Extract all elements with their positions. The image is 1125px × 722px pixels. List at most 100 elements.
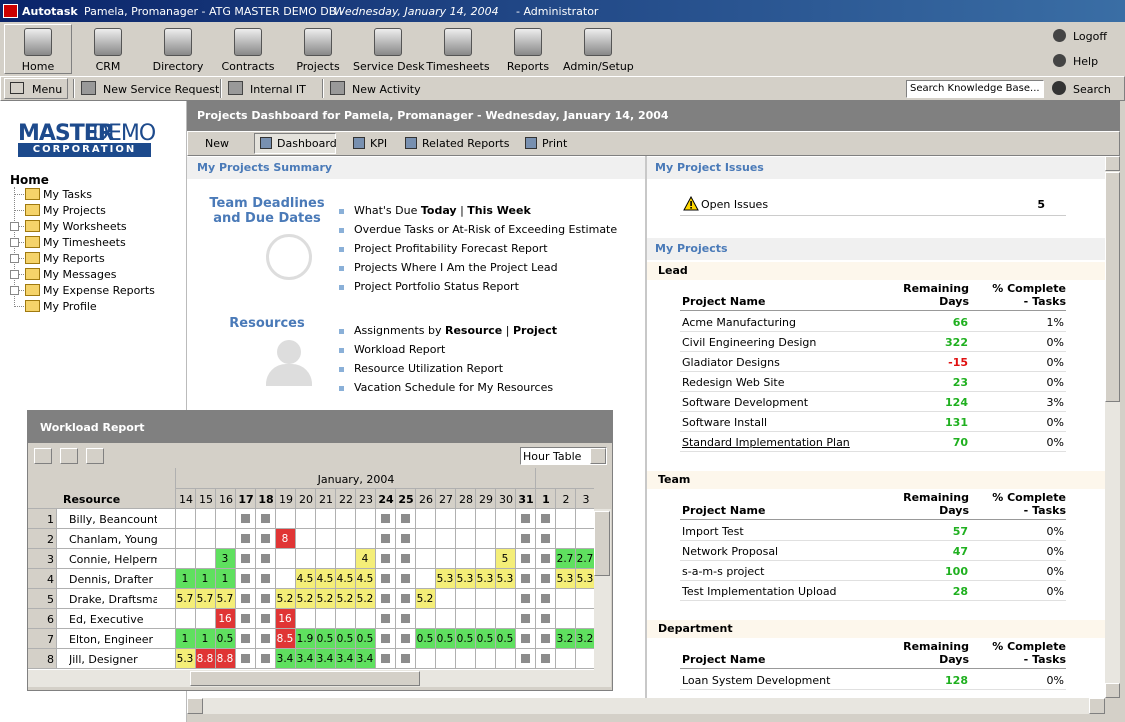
tree-item[interactable]: My Reports	[43, 252, 105, 265]
link-segment[interactable]: Projects Where I Am the Project Lead	[354, 261, 558, 274]
resource-name[interactable]: Elton, Engineer	[69, 633, 154, 646]
issues-label[interactable]: Open Issues	[701, 198, 769, 211]
menubar-item[interactable]: Internal IT	[250, 83, 306, 96]
tree-item[interactable]: My Worksheets	[43, 220, 127, 233]
link-segment[interactable]: Vacation Schedule for My Resources	[354, 381, 554, 394]
grid-hscroll-thumb[interactable]	[190, 671, 420, 686]
toolbar-label[interactable]: CRM	[95, 60, 121, 73]
tree-expander[interactable]	[10, 222, 19, 231]
tab[interactable]: KPI	[370, 137, 388, 150]
day-view-button[interactable]	[34, 448, 52, 464]
project-name[interactable]: Loan System Development	[682, 674, 831, 687]
summary-link[interactable]: Assignments by Resource | Project	[354, 324, 557, 337]
view-select[interactable]	[520, 447, 607, 465]
group-bar	[647, 471, 1105, 489]
tab[interactable]: Print	[542, 137, 568, 150]
tree-item[interactable]: My Messages	[43, 268, 117, 281]
toolbar-label[interactable]: Reports	[506, 60, 550, 73]
horizontal-scrollbar[interactable]	[187, 698, 1105, 714]
project-name[interactable]: Acme Manufacturing	[682, 316, 797, 329]
toolbar-label[interactable]: Timesheets	[426, 60, 490, 73]
resource-name[interactable]: Jill, Designer	[69, 653, 138, 666]
summary-link[interactable]: Overdue Tasks or At-Risk of Exceeding Es…	[354, 223, 617, 236]
link-segment[interactable]: What's Due	[354, 204, 421, 217]
scroll-left[interactable]	[187, 698, 203, 714]
logoff[interactable]: Logoff	[1073, 30, 1107, 43]
hour-value: 0.5	[216, 633, 234, 645]
tree-expander[interactable]	[10, 286, 19, 295]
link-segment[interactable]: Overdue Tasks or At-Risk of Exceeding Es…	[354, 223, 618, 236]
link-segment[interactable]: Resource Utilization Report	[354, 362, 504, 375]
toolbar-label[interactable]: Directory	[152, 60, 204, 73]
scroll-down[interactable]	[1105, 683, 1120, 698]
project-name[interactable]: Gladiator Designs	[682, 356, 780, 369]
project-name[interactable]: Redesign Web Site	[682, 376, 785, 389]
resource-name[interactable]: Ed, Executive	[69, 613, 144, 626]
link-segment[interactable]: Assignments by	[354, 324, 445, 337]
summary-link[interactable]: Project Portfolio Status Report	[354, 280, 519, 293]
hour-value: 1.9	[296, 633, 314, 645]
tree-item[interactable]: My Tasks	[43, 188, 92, 201]
link-segment[interactable]: Workload Report	[354, 343, 446, 356]
tree-item[interactable]: My Expense Reports	[43, 284, 155, 297]
project-name[interactable]: Import Test	[682, 525, 744, 538]
scroll-right[interactable]	[1089, 698, 1105, 714]
tree-root[interactable]: Home	[10, 173, 49, 187]
menubar-item[interactable]: New Service Request	[103, 83, 220, 96]
project-name[interactable]: Software Development	[682, 396, 809, 409]
project-name[interactable]: Standard Implementation Plan	[682, 436, 850, 449]
link-segment[interactable]: |	[502, 324, 513, 337]
link-segment[interactable]: Today	[420, 204, 457, 217]
menu-label[interactable]: Menu	[32, 83, 63, 96]
resource-name[interactable]: Billy, Beancounter	[69, 513, 157, 526]
project-name[interactable]: Software Install	[682, 416, 768, 429]
summary-link[interactable]: Workload Report	[354, 343, 445, 356]
summary-link[interactable]: Vacation Schedule for My Resources	[354, 381, 553, 394]
link-segment[interactable]: Resource	[444, 324, 503, 337]
toolbar-label[interactable]: Home	[21, 60, 55, 73]
tree-expander[interactable]	[10, 254, 19, 263]
toolbar-active[interactable]	[4, 24, 72, 74]
tree-item[interactable]: My Projects	[43, 204, 106, 217]
project-name[interactable]: Civil Engineering Design	[682, 336, 817, 349]
tab-active[interactable]	[254, 133, 336, 154]
project-name[interactable]: s-a-m-s project	[682, 565, 765, 578]
resource-name[interactable]: Drake, Draftsman	[69, 593, 157, 606]
project-name[interactable]: Network Proposal	[682, 545, 779, 558]
link-segment[interactable]: This Week	[467, 204, 531, 217]
help[interactable]: Help	[1073, 55, 1099, 68]
week-view-button[interactable]	[60, 448, 78, 464]
link-segment[interactable]: Project	[512, 324, 558, 337]
toolbar-label[interactable]: Projects	[296, 60, 340, 73]
resource-name[interactable]: Dennis, Drafter	[69, 573, 153, 586]
search-input[interactable]	[906, 80, 1044, 98]
summary-link[interactable]: What's Due Today | This Week	[354, 204, 531, 217]
tree-expander[interactable]	[10, 238, 19, 247]
search-button[interactable]: Search	[1073, 83, 1111, 96]
tree-item[interactable]: My Timesheets	[43, 236, 126, 249]
scroll-up[interactable]	[1105, 156, 1120, 171]
link-segment[interactable]: |	[456, 204, 468, 217]
resource-name[interactable]: Connie, Helpermar	[69, 553, 157, 566]
tree-expander[interactable]	[10, 270, 19, 279]
scroll-thumb[interactable]	[1105, 172, 1120, 402]
link-segment[interactable]: Project Portfolio Status Report	[354, 280, 519, 293]
link-segment[interactable]: Project Profitability Forecast Report	[354, 242, 548, 255]
resource-name[interactable]: Chanlam, Youngn	[69, 533, 157, 546]
summary-link[interactable]: Project Profitability Forecast Report	[354, 242, 548, 255]
grid-vscroll-thumb[interactable]	[594, 511, 610, 576]
toolbar-label[interactable]: Admin/Setup	[563, 60, 634, 73]
hour-cell	[296, 529, 316, 549]
summary-link[interactable]: Resource Utilization Report	[354, 362, 503, 375]
tab[interactable]: New	[205, 137, 229, 150]
toolbar-label[interactable]: Contracts	[221, 60, 275, 73]
tree-item[interactable]: My Profile	[43, 300, 97, 313]
view-select-arrow[interactable]	[590, 448, 606, 464]
month-view-button[interactable]	[86, 448, 104, 464]
menubar-item[interactable]: New Activity	[352, 83, 421, 96]
tab[interactable]: Dashboard	[277, 137, 337, 150]
toolbar-label[interactable]: Service Desk	[353, 60, 425, 73]
project-name[interactable]: Test Implementation Upload	[682, 585, 837, 598]
summary-link[interactable]: Projects Where I Am the Project Lead	[354, 261, 558, 274]
tab[interactable]: Related Reports	[422, 137, 510, 150]
